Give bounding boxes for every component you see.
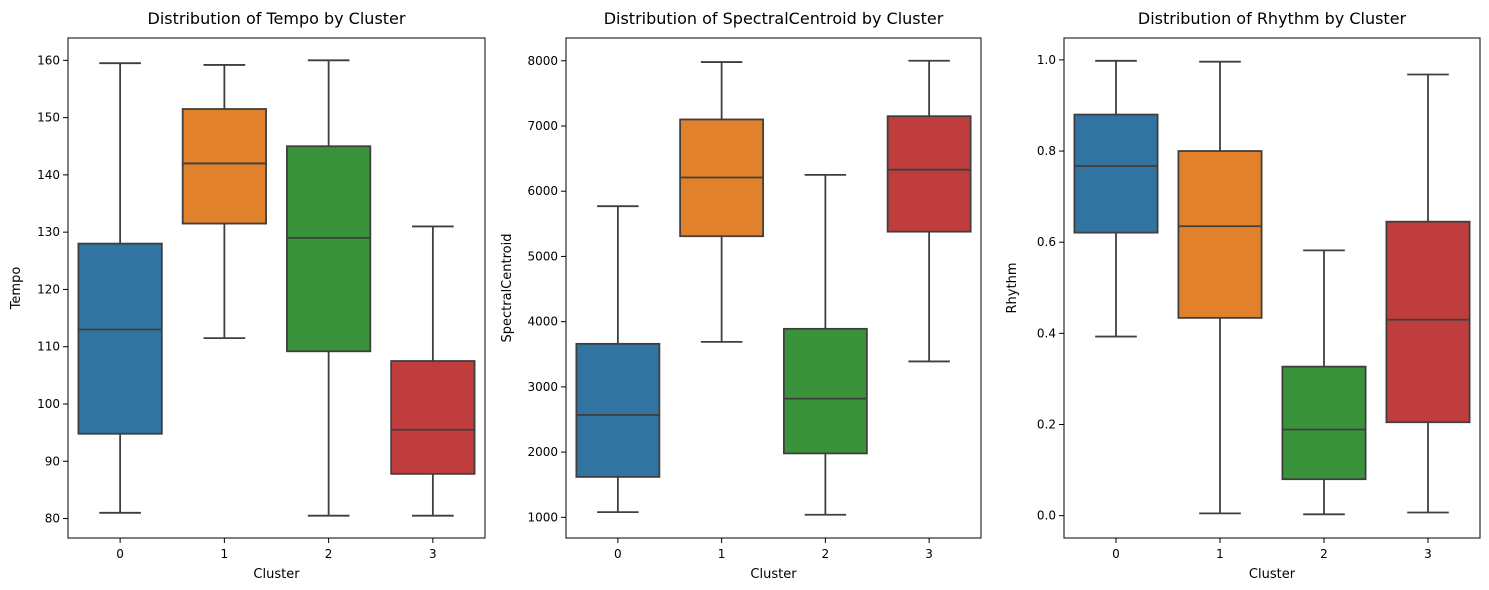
x-tick-label: 2 [325,547,333,561]
iqr-box [1073,113,1159,234]
x-tick-label: 0 [614,547,622,561]
y-tick-label: 110 [37,340,60,354]
y-tick-label: 160 [37,53,60,67]
y-tick-label: 5000 [527,249,558,263]
y-tick-label: 100 [37,397,60,411]
axes-frame [1063,37,1481,539]
y-tick-label: 4000 [527,315,558,329]
box-cluster-1 [1177,60,1263,515]
chart-title: Distribution of Rhythm by Cluster [1138,9,1407,28]
box-cluster-1 [181,64,267,340]
y-axis-label: Rhythm [1005,263,1020,314]
box-cluster-0 [77,62,163,514]
box-cluster-2 [1281,249,1367,516]
iqr-box [1385,220,1471,424]
y-tick-label: 130 [37,225,60,239]
iqr-box [390,360,476,475]
y-tick-label: 90 [45,454,60,468]
y-tick-label: 0.4 [1037,326,1056,340]
chart-panel-1: 1000 2000 3000 4000 5000 6000 7000 8000 0 1 2 3 Dist… [500,9,982,582]
iqr-box [782,327,868,455]
iqr-box [286,145,372,353]
x-axis-label: Cluster [1249,567,1296,582]
y-tick-label: 2000 [527,445,558,459]
chart-panel-2: 0.0 0.2 0.4 0.6 0.8 1.0 0 1 2 3 Distribution of Rh… [1005,9,1481,582]
y-axis-label: SpectralCentroid [500,234,515,343]
axes-frame [565,37,982,539]
box-cluster-0 [575,205,661,514]
iqr-box [77,242,163,435]
x-tick-label: 2 [822,547,830,561]
y-tick-label: 120 [37,282,60,296]
box-cluster-2 [286,59,372,517]
x-axis-label: Cluster [750,567,797,582]
x-tick-label: 0 [1112,547,1120,561]
y-tick-label: 3000 [527,380,558,394]
y-tick-label: 0.8 [1037,144,1056,158]
y-tick-label: 0.6 [1037,235,1056,249]
iqr-box [575,342,661,478]
box-cluster-1 [679,61,765,343]
y-tick-label: 8000 [527,54,558,68]
x-tick-label: 3 [925,547,933,561]
y-tick-label: 7000 [527,119,558,133]
y-tick-label: 1.0 [1037,53,1056,67]
y-tick-label: 0.2 [1037,418,1056,432]
axes-frame [67,37,486,539]
chart-panel-0: 80 90 100 110 120 130 140 150 160 0 1 2 3 Distributio… [9,9,486,582]
y-axis-label: Tempo [9,267,24,311]
x-tick-label: 1 [1216,547,1224,561]
box-cluster-3 [390,225,476,517]
x-tick-label: 2 [1320,547,1328,561]
iqr-box [886,115,972,233]
x-axis-label: Cluster [253,567,300,582]
y-tick-label: 6000 [527,184,558,198]
iqr-box [1281,365,1367,481]
x-tick-label: 1 [718,547,726,561]
box-cluster-0 [1073,59,1159,338]
y-tick-label: 140 [37,168,60,182]
y-tick-label: 1000 [527,510,558,524]
y-tick-label: 150 [37,111,60,125]
x-tick-label: 0 [116,547,124,561]
chart-title: Distribution of SpectralCentroid by Clus… [604,9,944,28]
y-tick-label: 0.0 [1037,509,1056,523]
chart-title: Distribution of Tempo by Cluster [148,9,406,28]
box-cluster-3 [886,59,972,363]
x-tick-label: 1 [221,547,229,561]
y-tick-label: 80 [45,512,60,526]
iqr-box [1177,150,1263,319]
iqr-box [181,108,267,225]
box-cluster-3 [1385,73,1471,514]
x-tick-label: 3 [1424,547,1432,561]
x-tick-label: 3 [429,547,437,561]
box-cluster-2 [782,174,868,516]
